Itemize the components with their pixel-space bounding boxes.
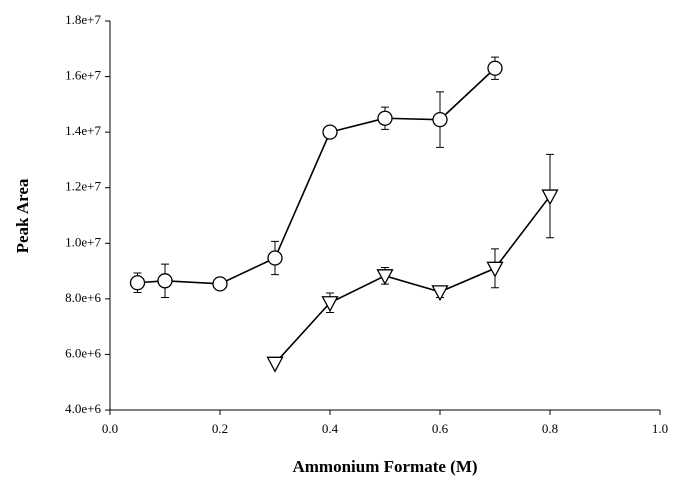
marker [322, 124, 338, 140]
marker [129, 275, 146, 291]
y-tick-label: 1.4e+7 [65, 123, 101, 138]
y-tick-label: 1.0e+7 [65, 234, 101, 249]
marker [266, 356, 284, 373]
x-tick-label: 1.0 [652, 421, 668, 436]
series-line [274, 195, 551, 364]
marker [541, 189, 559, 206]
marker [487, 60, 503, 76]
marker [157, 273, 173, 289]
marker [321, 296, 339, 313]
marker [377, 110, 393, 126]
y-tick-label: 1.6e+7 [65, 68, 101, 83]
y-tick-label: 1.2e+7 [65, 179, 101, 194]
y-tick-label: 1.8e+7 [65, 12, 101, 27]
x-tick-label: 0.6 [432, 421, 449, 436]
y-tick-label: 6.0e+6 [65, 345, 101, 360]
marker [267, 250, 283, 266]
y-axis-title: Peak Area [13, 178, 32, 253]
marker [376, 269, 394, 286]
x-tick-label: 0.0 [102, 421, 118, 436]
marker [431, 285, 449, 302]
y-tick-label: 8.0e+6 [65, 290, 101, 305]
series-line [137, 67, 496, 285]
marker [486, 261, 504, 278]
x-tick-label: 0.8 [542, 421, 558, 436]
x-axis-title: Ammonium Formate (M) [292, 457, 477, 476]
x-tick-label: 0.2 [212, 421, 228, 436]
x-tick-label: 0.4 [322, 421, 339, 436]
y-tick-label: 4.0e+6 [65, 401, 101, 416]
marker [432, 111, 448, 128]
marker [212, 276, 228, 292]
